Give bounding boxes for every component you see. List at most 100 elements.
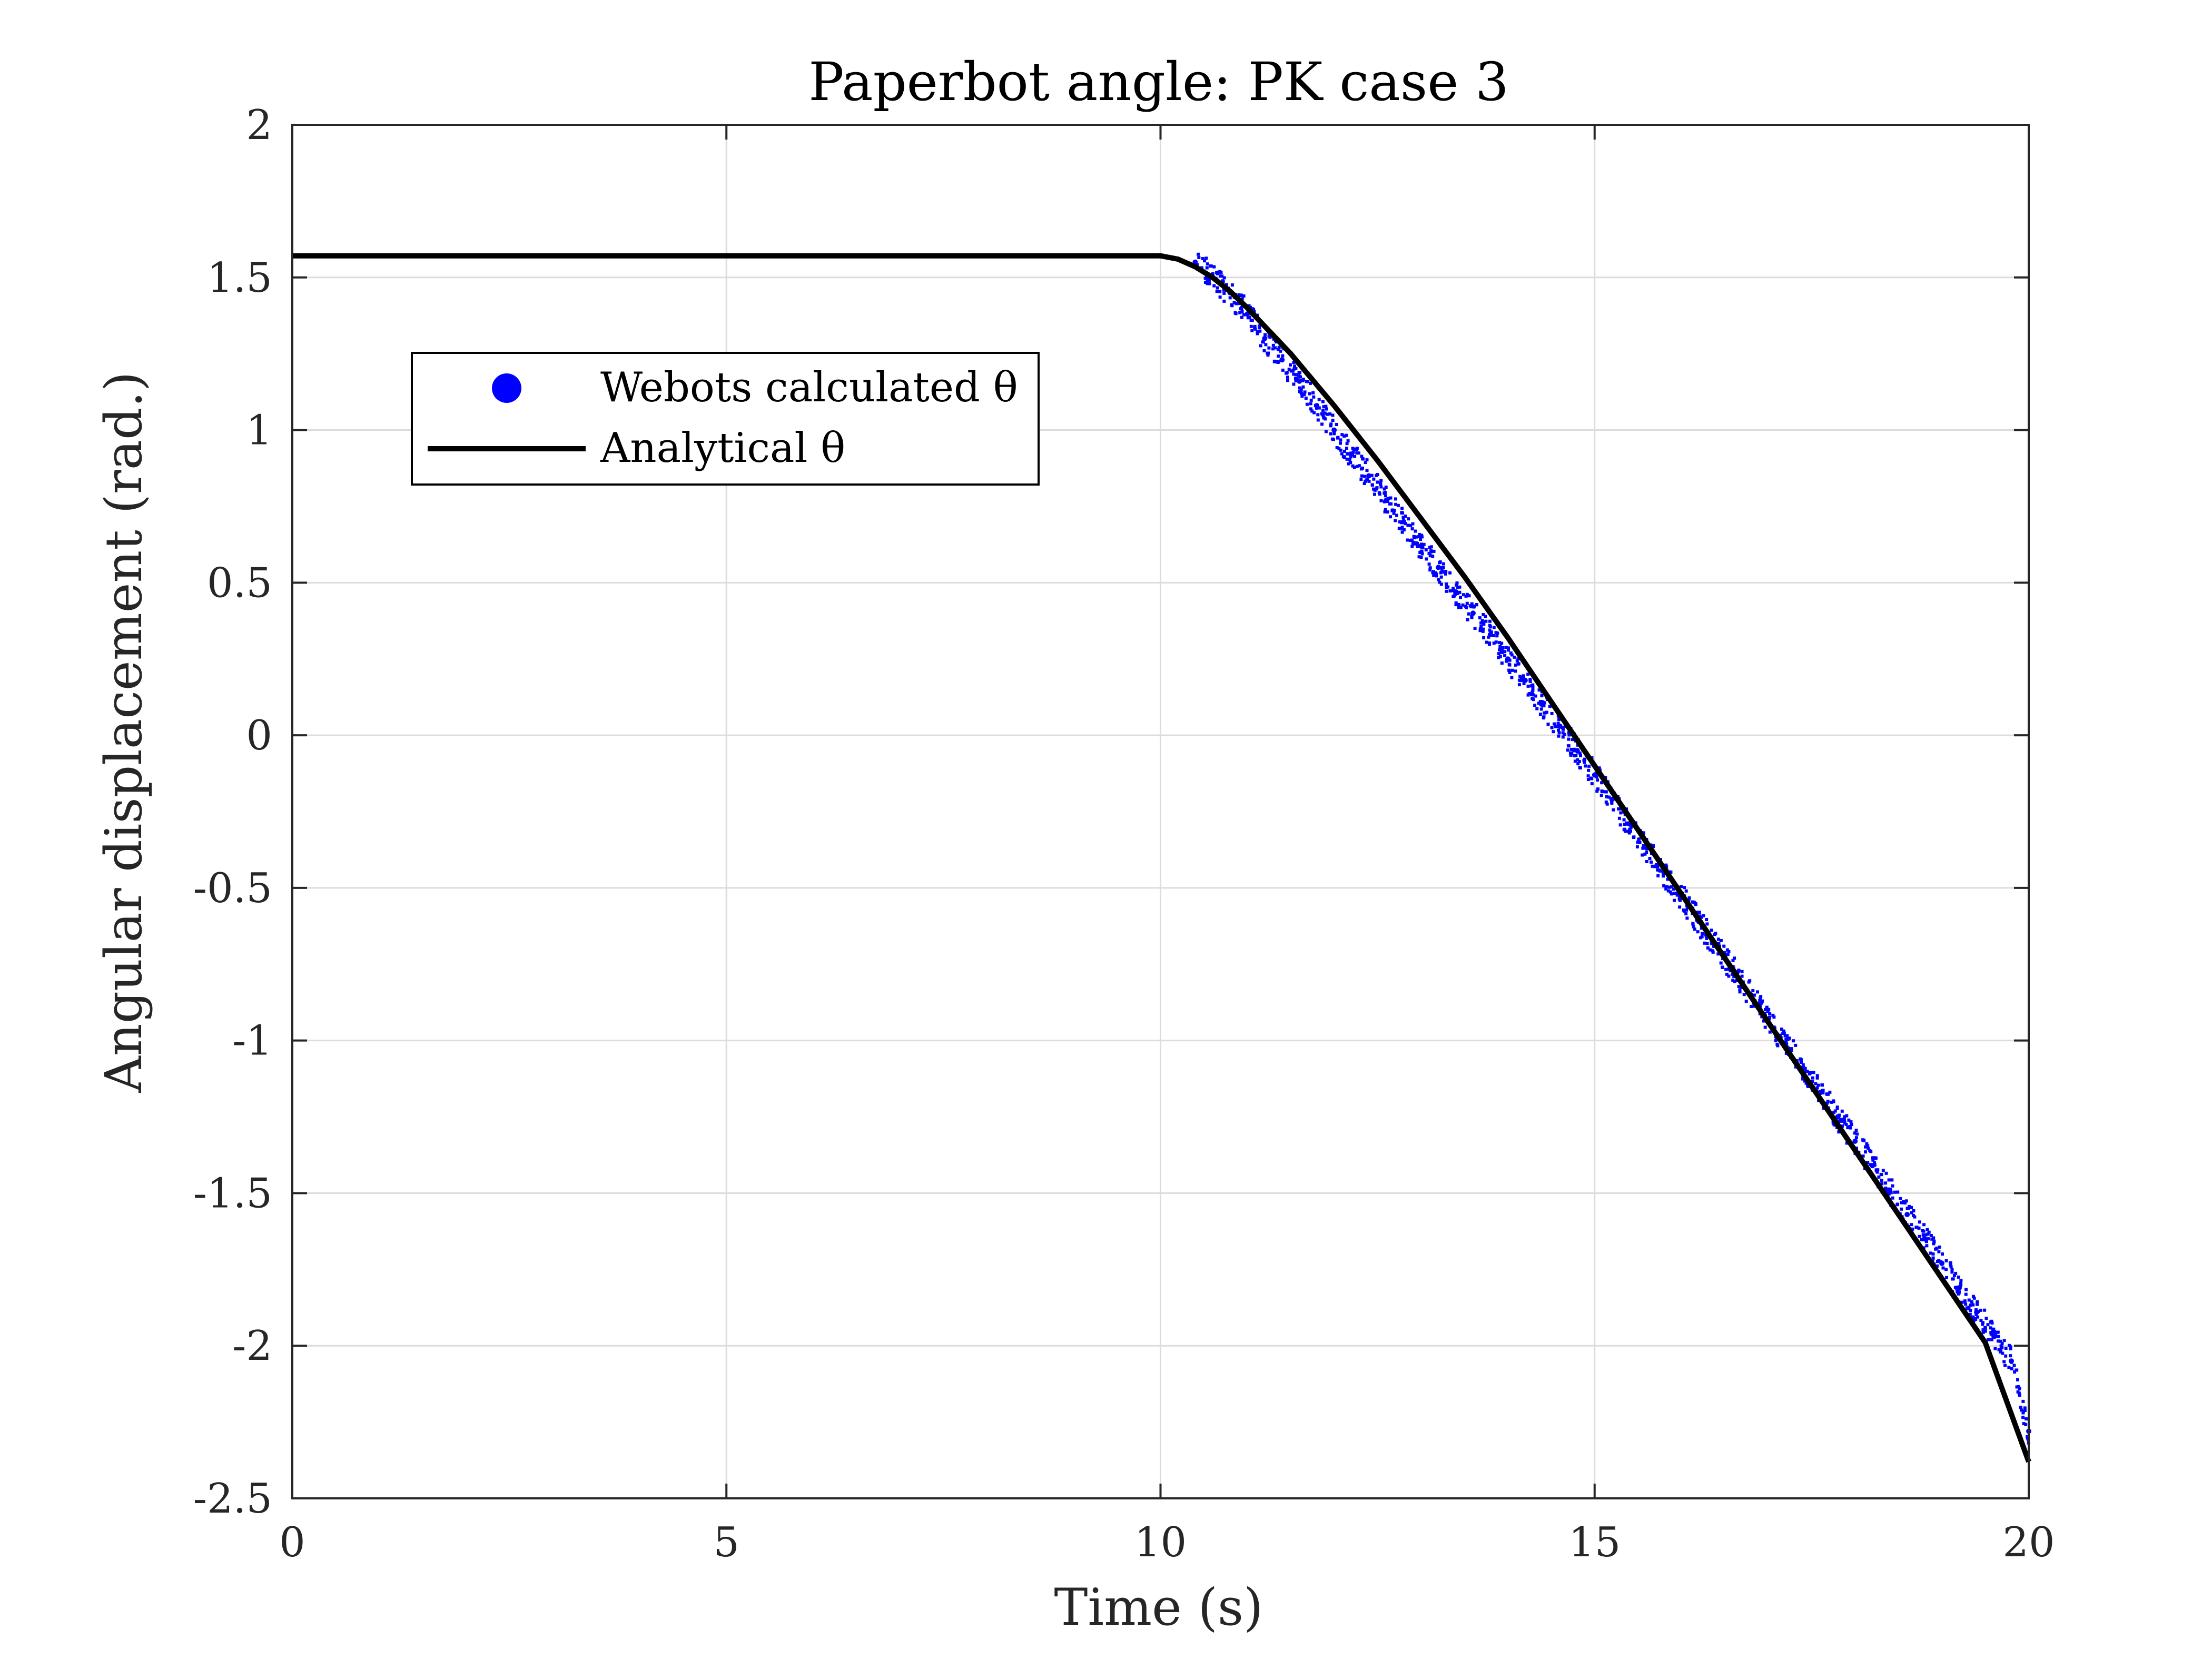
webots-point: [1292, 367, 1296, 371]
webots-point: [2023, 1409, 2027, 1413]
legend: Webots calculated θ Analytical θ: [411, 352, 1040, 486]
webots-point: [1311, 391, 1315, 394]
webots-point: [1308, 392, 1311, 396]
webots-point: [1203, 276, 1207, 280]
webots-point: [1484, 615, 1487, 618]
webots-point: [1234, 312, 1238, 315]
webots-point: [1605, 802, 1609, 806]
webots-point: [1774, 1039, 1777, 1043]
webots-point: [1277, 345, 1281, 349]
webots-point: [1696, 930, 1700, 934]
webots-point: [1375, 486, 1379, 490]
webots-point: [1825, 1101, 1829, 1105]
webots-point: [2007, 1366, 2011, 1369]
webots-point: [1487, 643, 1491, 646]
webots-point: [1238, 311, 1242, 314]
webots-point: [1388, 502, 1391, 506]
webots-point: [1528, 679, 1532, 683]
webots-point: [1684, 912, 1688, 915]
webots-point: [1617, 816, 1621, 820]
webots-point: [1481, 629, 1485, 633]
webots-point: [1895, 1203, 1899, 1207]
webots-point: [1880, 1182, 1884, 1186]
webots-point: [1500, 661, 1504, 665]
webots-data-point: [1297, 378, 1302, 384]
webots-point: [1498, 648, 1502, 651]
analytical-line: [292, 253, 2031, 1463]
webots-point: [2001, 1351, 2004, 1355]
y-tick-label: -2.5: [193, 1475, 272, 1523]
webots-point: [1993, 1347, 1997, 1350]
webots-point: [1641, 846, 1645, 850]
webots-point: [1623, 823, 1626, 826]
webots-point: [1256, 332, 1259, 335]
webots-point: [1759, 996, 1762, 1000]
webots-point: [1716, 952, 1720, 956]
webots-point: [1719, 961, 1723, 965]
webots-point: [1848, 1124, 1852, 1128]
webots-point: [1861, 1154, 1865, 1158]
webots-point: [1884, 1189, 1888, 1192]
webots-point: [1562, 727, 1565, 731]
webots-point: [1556, 722, 1560, 725]
webots-point: [2021, 1411, 2025, 1415]
webots-point: [1343, 449, 1346, 453]
webots-point: [2012, 1364, 2016, 1367]
webots-point: [1844, 1123, 1848, 1127]
webots-point: [1971, 1315, 1974, 1319]
webots-point: [1779, 1033, 1782, 1037]
webots-point: [1295, 377, 1299, 380]
webots-point: [1983, 1308, 1987, 1312]
webots-point: [1406, 524, 1410, 527]
webots-point: [1514, 663, 1517, 667]
webots-point: [1748, 979, 1752, 983]
webots-point: [1617, 807, 1620, 811]
webots-point: [1854, 1129, 1858, 1132]
webots-point: [1409, 524, 1413, 527]
legend-label-webots: Webots calculated θ: [600, 364, 1018, 411]
webots-point: [1325, 407, 1328, 411]
webots-point: [1339, 441, 1342, 445]
webots-point: [1473, 604, 1476, 608]
webots-point: [1924, 1233, 1928, 1237]
webots-point: [1874, 1157, 1878, 1160]
webots-point: [1687, 896, 1691, 900]
webots-point: [1441, 570, 1445, 574]
webots-data-point: [1592, 772, 1597, 778]
webots-point: [1701, 932, 1704, 935]
webots-point: [1497, 656, 1500, 659]
webots-point: [1561, 735, 1565, 739]
webots-point: [1959, 1279, 1963, 1282]
plot-area: 0 5 10 15 20 2 1.5 1 0.5 0 -0.5 -1 -1.5 -2 -2.5: [193, 102, 2055, 1566]
webots-point: [1725, 972, 1729, 976]
webots-data-point: [1436, 565, 1441, 570]
webots-point: [1670, 885, 1673, 888]
webots-point: [1206, 262, 1209, 266]
webots-point: [2019, 1406, 2022, 1409]
webots-point: [1235, 302, 1238, 305]
webots-point: [1379, 499, 1383, 502]
webots-point: [1445, 589, 1448, 593]
webots-point: [1249, 324, 1253, 328]
webots-point: [1510, 668, 1514, 672]
webots-point: [1458, 585, 1461, 589]
webots-point: [1286, 379, 1289, 382]
webots-point: [1417, 555, 1421, 559]
webots-point: [1345, 447, 1348, 450]
webots-point: [1843, 1120, 1846, 1123]
webots-point: [1880, 1173, 1883, 1177]
webots-point: [1508, 670, 1512, 674]
webots-point: [1456, 586, 1460, 589]
y-axis-label: Angular displacement (rad.): [94, 372, 153, 1093]
webots-point: [1922, 1234, 1925, 1238]
webots-point: [1867, 1147, 1870, 1150]
webots-point: [1750, 1005, 1753, 1008]
webots-point: [1959, 1283, 1963, 1287]
webots-point: [1379, 479, 1383, 482]
webots-point: [1569, 747, 1573, 751]
webots-point: [1656, 865, 1660, 868]
webots-point: [1733, 980, 1736, 983]
webots-point: [1351, 464, 1355, 468]
webots-point: [1751, 989, 1755, 992]
webots-point: [1637, 837, 1641, 841]
